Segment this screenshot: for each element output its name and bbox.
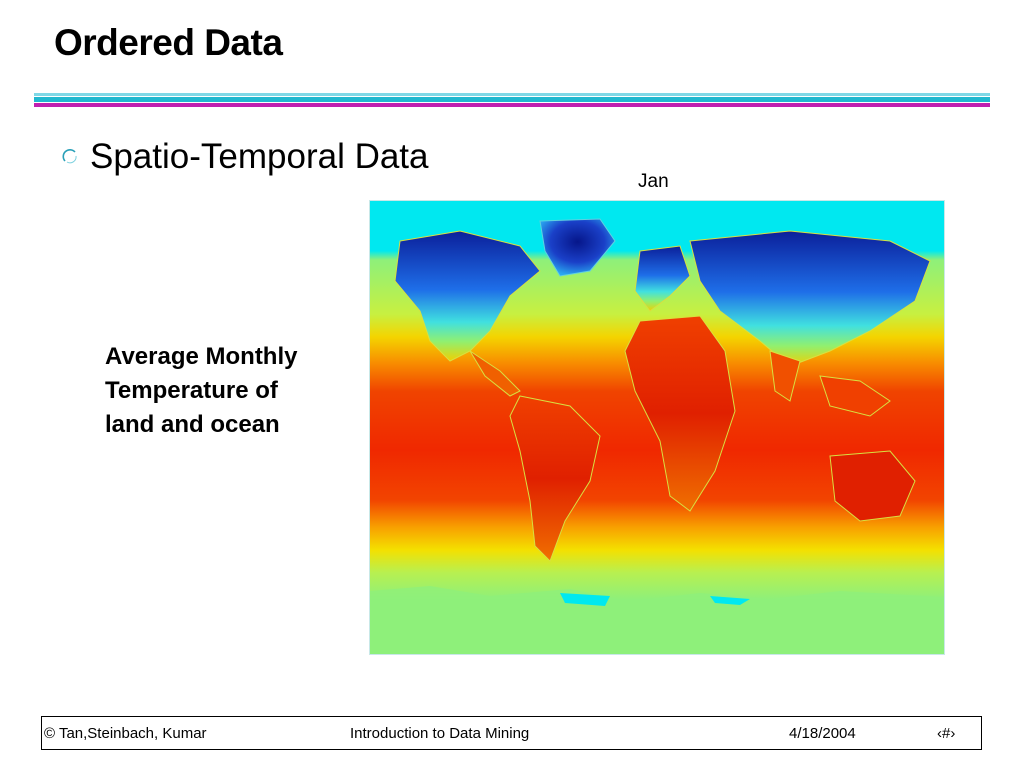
caption-line: Temperature of [105, 377, 278, 404]
footer-copyright: © Tan,Steinbach, Kumar [44, 725, 207, 742]
map-month-label: Jan [638, 171, 669, 192]
title-rule-light [34, 93, 990, 96]
footer-date: 4/18/2004 [789, 725, 856, 742]
footer-course-title: Introduction to Data Mining [350, 725, 530, 742]
open-circle-bullet-icon [62, 149, 77, 164]
temperature-map-graphic [370, 201, 944, 654]
bullet-text: Spatio-Temporal Data [90, 137, 429, 176]
title-rule-magenta [34, 103, 990, 107]
temperature-world-map [369, 200, 945, 655]
slide-title: Ordered Data [54, 22, 283, 63]
title-rule-teal [34, 97, 990, 102]
footer-page-number: ‹#› [937, 725, 956, 742]
caption-line: land and ocean [105, 411, 280, 438]
map-caption: Average Monthly Temperature of land and … [105, 340, 297, 442]
slide-footer: © Tan,Steinbach, Kumar Introduction to D… [41, 716, 982, 750]
caption-line: Average Monthly [105, 343, 298, 370]
